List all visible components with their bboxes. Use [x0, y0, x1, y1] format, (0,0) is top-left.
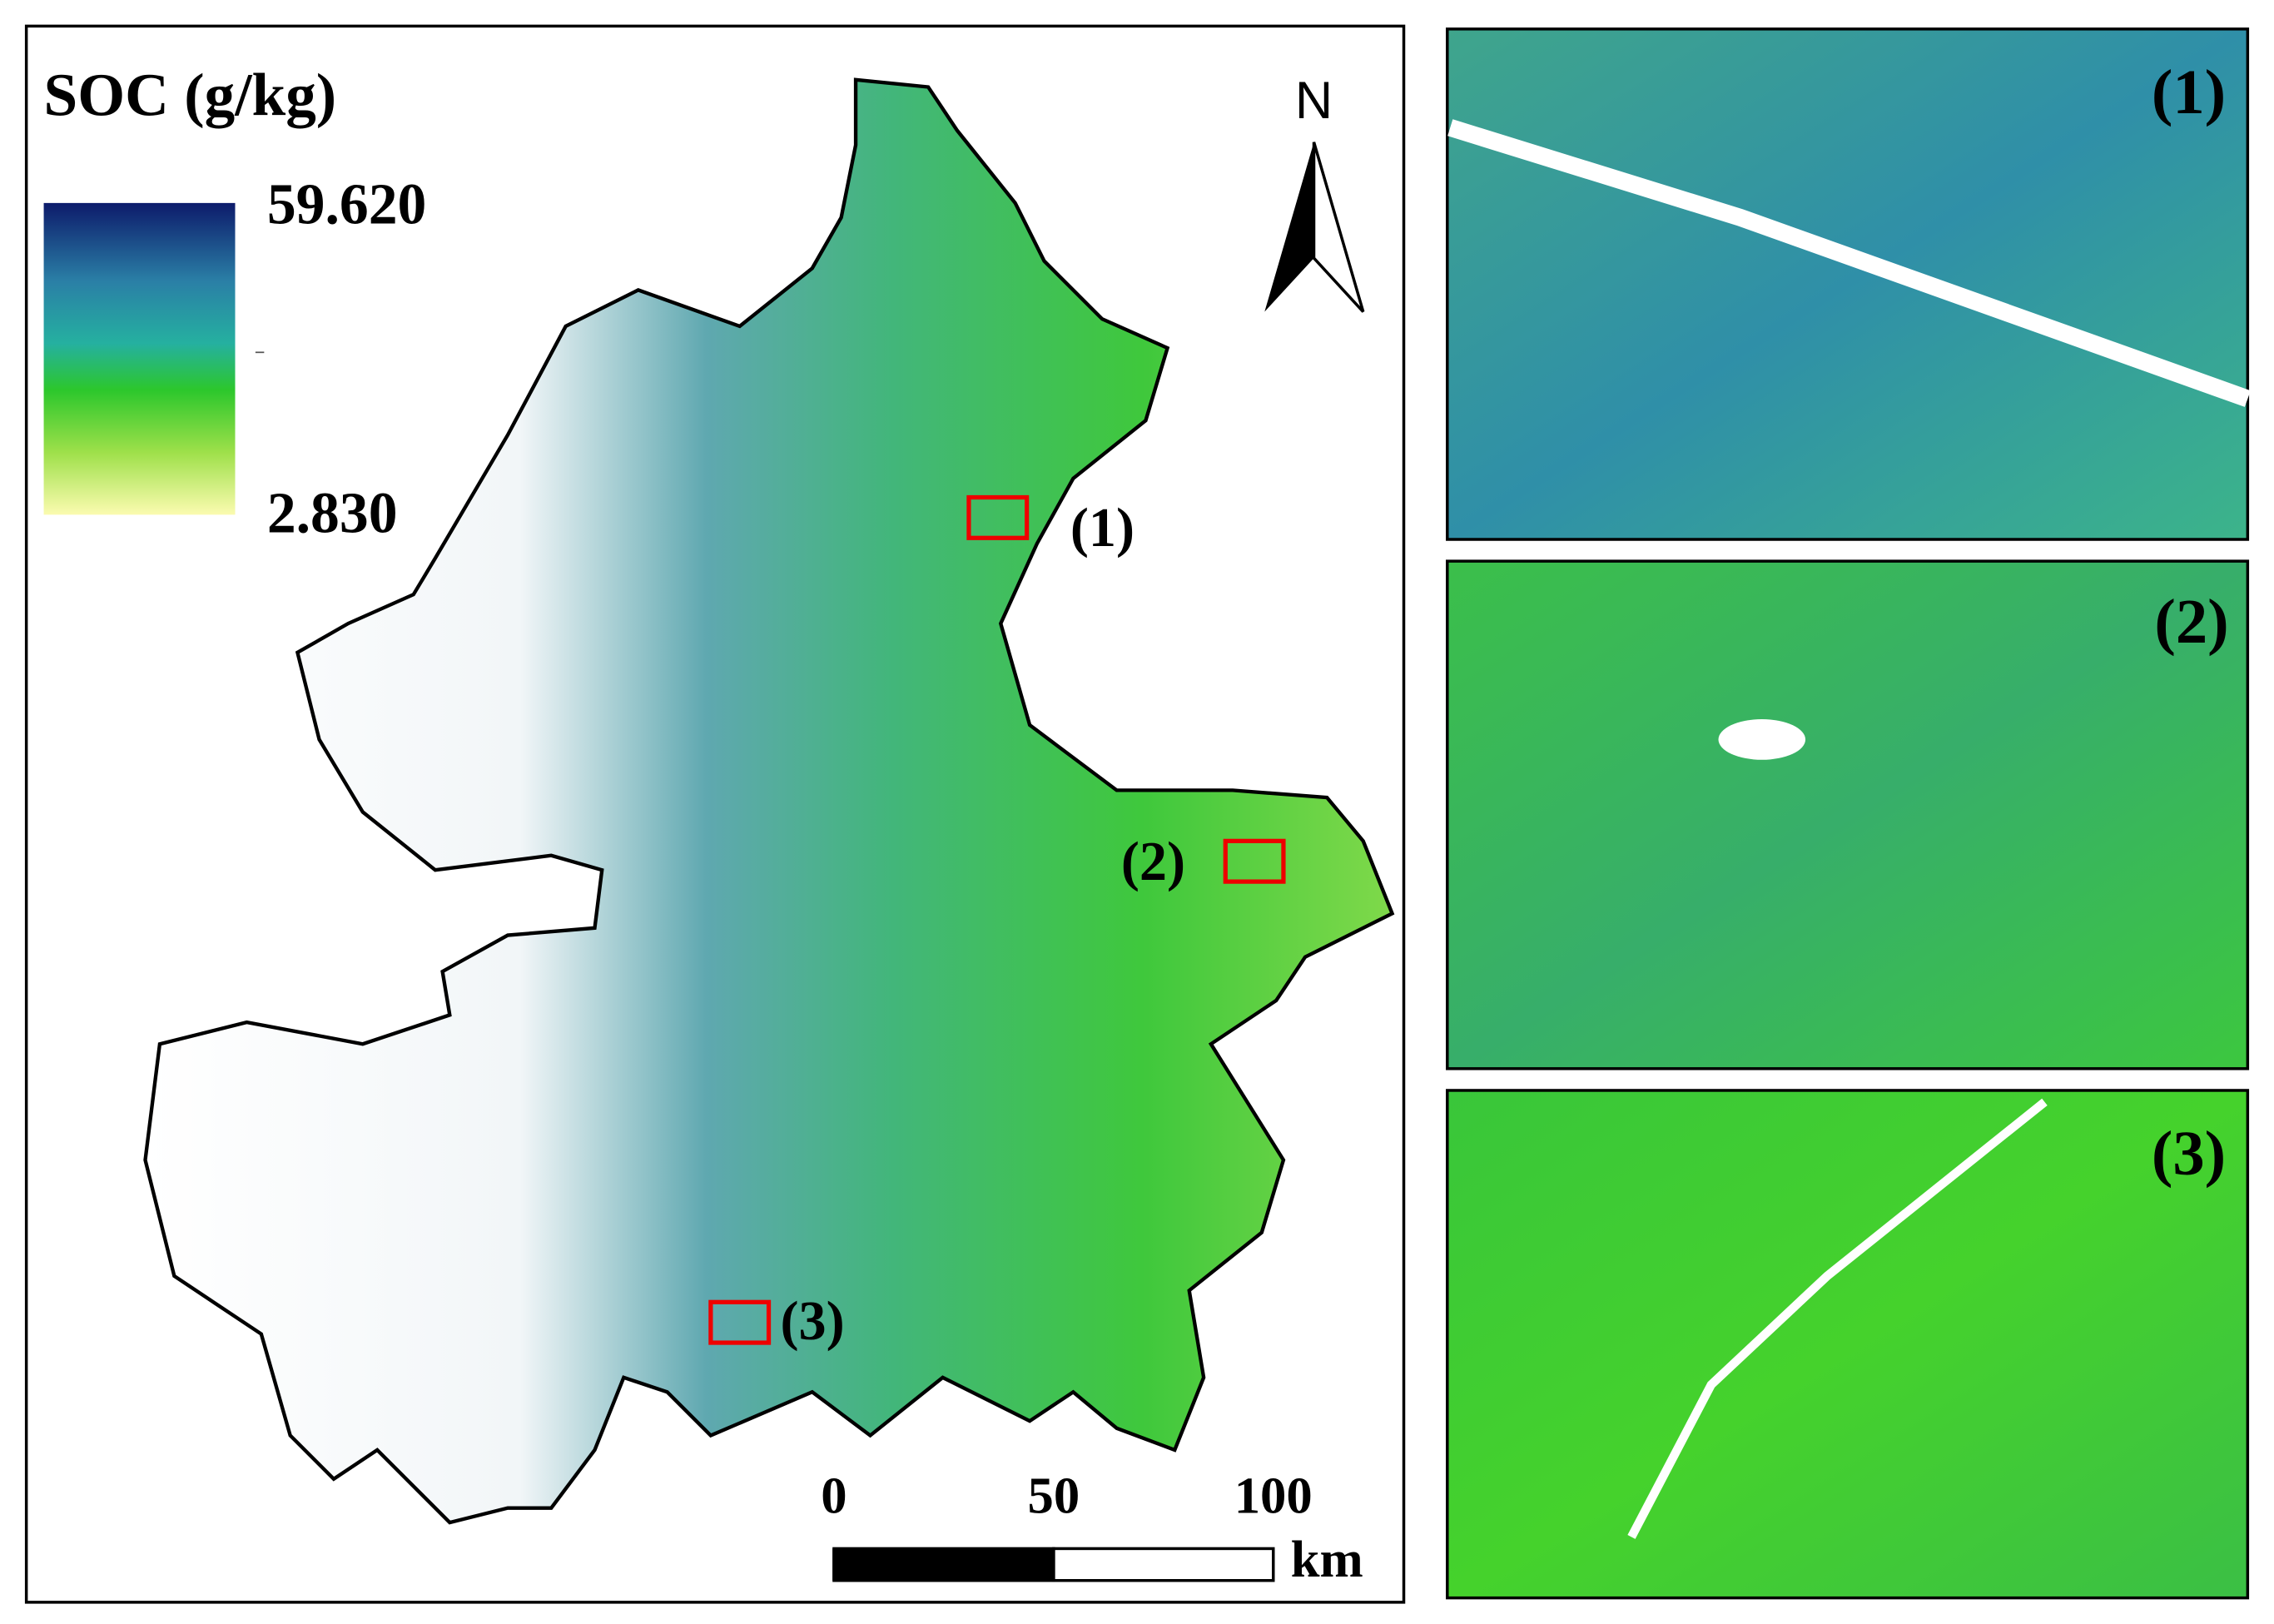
north-arrow-left	[1264, 142, 1314, 312]
inset-label: (1)	[2152, 57, 2226, 127]
region-box	[708, 1299, 772, 1345]
region-box	[1223, 838, 1286, 884]
legend-max: 59.620	[267, 173, 427, 237]
region-label: (2)	[1121, 832, 1185, 892]
inset-1	[1446, 27, 2250, 541]
scale-segment	[832, 1547, 1055, 1582]
inset-3	[1446, 1089, 2250, 1600]
inset-2-patch	[1718, 719, 1806, 760]
inset-2	[1446, 559, 2250, 1070]
north-label: N	[1295, 72, 1333, 130]
scale-label: 0	[821, 1466, 847, 1524]
legend-min: 2.830	[267, 482, 398, 546]
inset-label: (2)	[2154, 586, 2228, 657]
north-arrow-right	[1312, 142, 1365, 313]
scale-segment	[1052, 1547, 1275, 1582]
inset-1-streak	[1447, 119, 2251, 407]
scale-label: 100	[1234, 1466, 1313, 1524]
inset-3-streak	[1627, 1098, 2048, 1539]
region-label: (1)	[1070, 498, 1135, 559]
legend-title: SOC (g/kg)	[44, 62, 337, 129]
insets	[1446, 27, 2251, 1600]
inset-label: (3)	[2152, 1118, 2226, 1189]
study-area	[143, 77, 1395, 1525]
region-label: (3)	[780, 1291, 844, 1352]
region-box	[966, 494, 1030, 540]
scale-unit: km	[1291, 1530, 1363, 1588]
scale-label: 50	[1027, 1466, 1080, 1524]
color-bar	[43, 202, 236, 515]
